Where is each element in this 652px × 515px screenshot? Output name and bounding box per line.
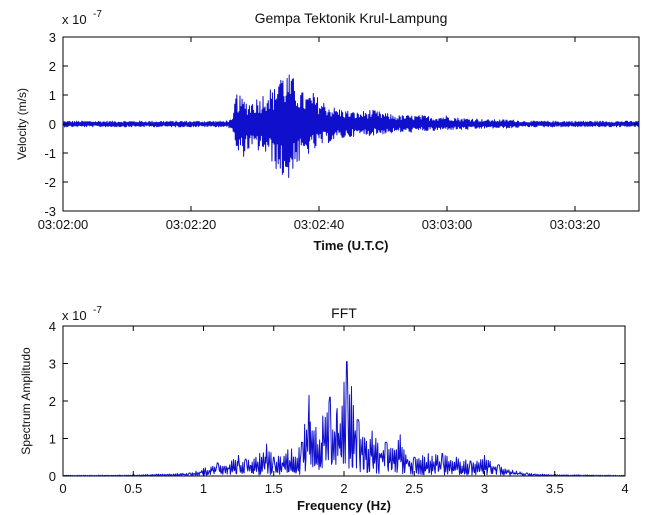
fft-y-tick-label: 2 bbox=[49, 394, 56, 409]
seismogram-x-tick-label: 03:02:00 bbox=[38, 217, 89, 232]
fft-y-ticks: 0 1 2 3 4 bbox=[49, 319, 625, 484]
fft-x-tick-label: 3 bbox=[481, 481, 488, 496]
seismogram-x-ticks: 03:02:00 03:02:20 03:02:40 03:03:00 03:03:20 bbox=[38, 37, 601, 232]
fft-x-tick-label: 0 bbox=[59, 481, 66, 496]
fft-x-tick-label: 0.5 bbox=[124, 481, 142, 496]
fft-x-tick-label: 3.5 bbox=[546, 481, 564, 496]
fft-y-axis-label: Spectrum Amplitudo bbox=[19, 347, 33, 455]
seismogram-y-tick-label: -3 bbox=[44, 204, 56, 219]
seismogram-x-axis-label: Time (U.T.C) bbox=[314, 238, 389, 253]
seismogram-scale-factor: x 10 -7 bbox=[62, 9, 102, 27]
fft-y-tick-label: 3 bbox=[49, 357, 56, 372]
fft-x-tick-label: 4 bbox=[621, 481, 628, 496]
seismogram-y-tick-label: -1 bbox=[44, 146, 56, 161]
seismogram-y-tick-label: 0 bbox=[49, 117, 56, 132]
seismogram-y-tick-label: 2 bbox=[49, 59, 56, 74]
seismogram-title: Gempa Tektonik Krul-Lampung bbox=[255, 10, 448, 26]
fft-x-ticks: 0 0.5 1 1.5 2 2.5 3 3.5 4 bbox=[59, 326, 629, 496]
fft-scale-base: x 10 bbox=[62, 308, 87, 323]
seismogram-x-tick-label: 03:02:20 bbox=[166, 217, 217, 232]
fft-x-tick-label: 1.5 bbox=[265, 481, 283, 496]
fft-y-tick-label: 1 bbox=[49, 432, 56, 447]
seismogram-scale-exponent: -7 bbox=[93, 9, 102, 20]
seismogram-scale-base: x 10 bbox=[62, 12, 87, 27]
seismogram-y-tick-label: -2 bbox=[44, 175, 56, 190]
seismogram-y-tick-label: 1 bbox=[49, 88, 56, 103]
seismogram-trace-layer bbox=[62, 74, 640, 179]
fft-chart: FFT 0 1 2 3 4 0 0.5 1 1.5 2 2.5 3 3.5 4 x 10 -7 Freq… bbox=[19, 305, 629, 513]
fft-x-tick-label: 1 bbox=[200, 481, 207, 496]
fft-y-tick-label: 0 bbox=[49, 469, 56, 484]
fft-spectrum-series bbox=[62, 361, 626, 477]
seismogram-y-ticks: -3 -2 -1 0 1 2 3 bbox=[44, 30, 639, 219]
fft-scale-factor: x 10 -7 bbox=[62, 305, 102, 323]
seismogram-x-tick-label: 03:02:40 bbox=[294, 217, 345, 232]
fft-x-tick-label: 2.5 bbox=[405, 481, 423, 496]
fft-x-axis-label: Frequency (Hz) bbox=[297, 498, 391, 513]
seismogram-chart: Gempa Tektonik Krul-Lampung -3 -2 -1 0 1 2 3 0… bbox=[15, 9, 640, 253]
seismogram-y-tick-label: 3 bbox=[49, 30, 56, 45]
fft-y-tick-label: 4 bbox=[49, 319, 56, 334]
seismogram-velocity-series bbox=[62, 74, 640, 179]
fft-scale-exponent: -7 bbox=[93, 305, 102, 316]
seismogram-x-tick-label: 03:03:00 bbox=[422, 217, 473, 232]
seismogram-x-tick-label: 03:03:20 bbox=[550, 217, 601, 232]
seismogram-y-axis-label: Velocity (m/s) bbox=[15, 88, 29, 160]
fft-title: FFT bbox=[331, 305, 357, 321]
fft-x-tick-label: 2 bbox=[340, 481, 347, 496]
fft-trace-layer bbox=[62, 361, 626, 477]
